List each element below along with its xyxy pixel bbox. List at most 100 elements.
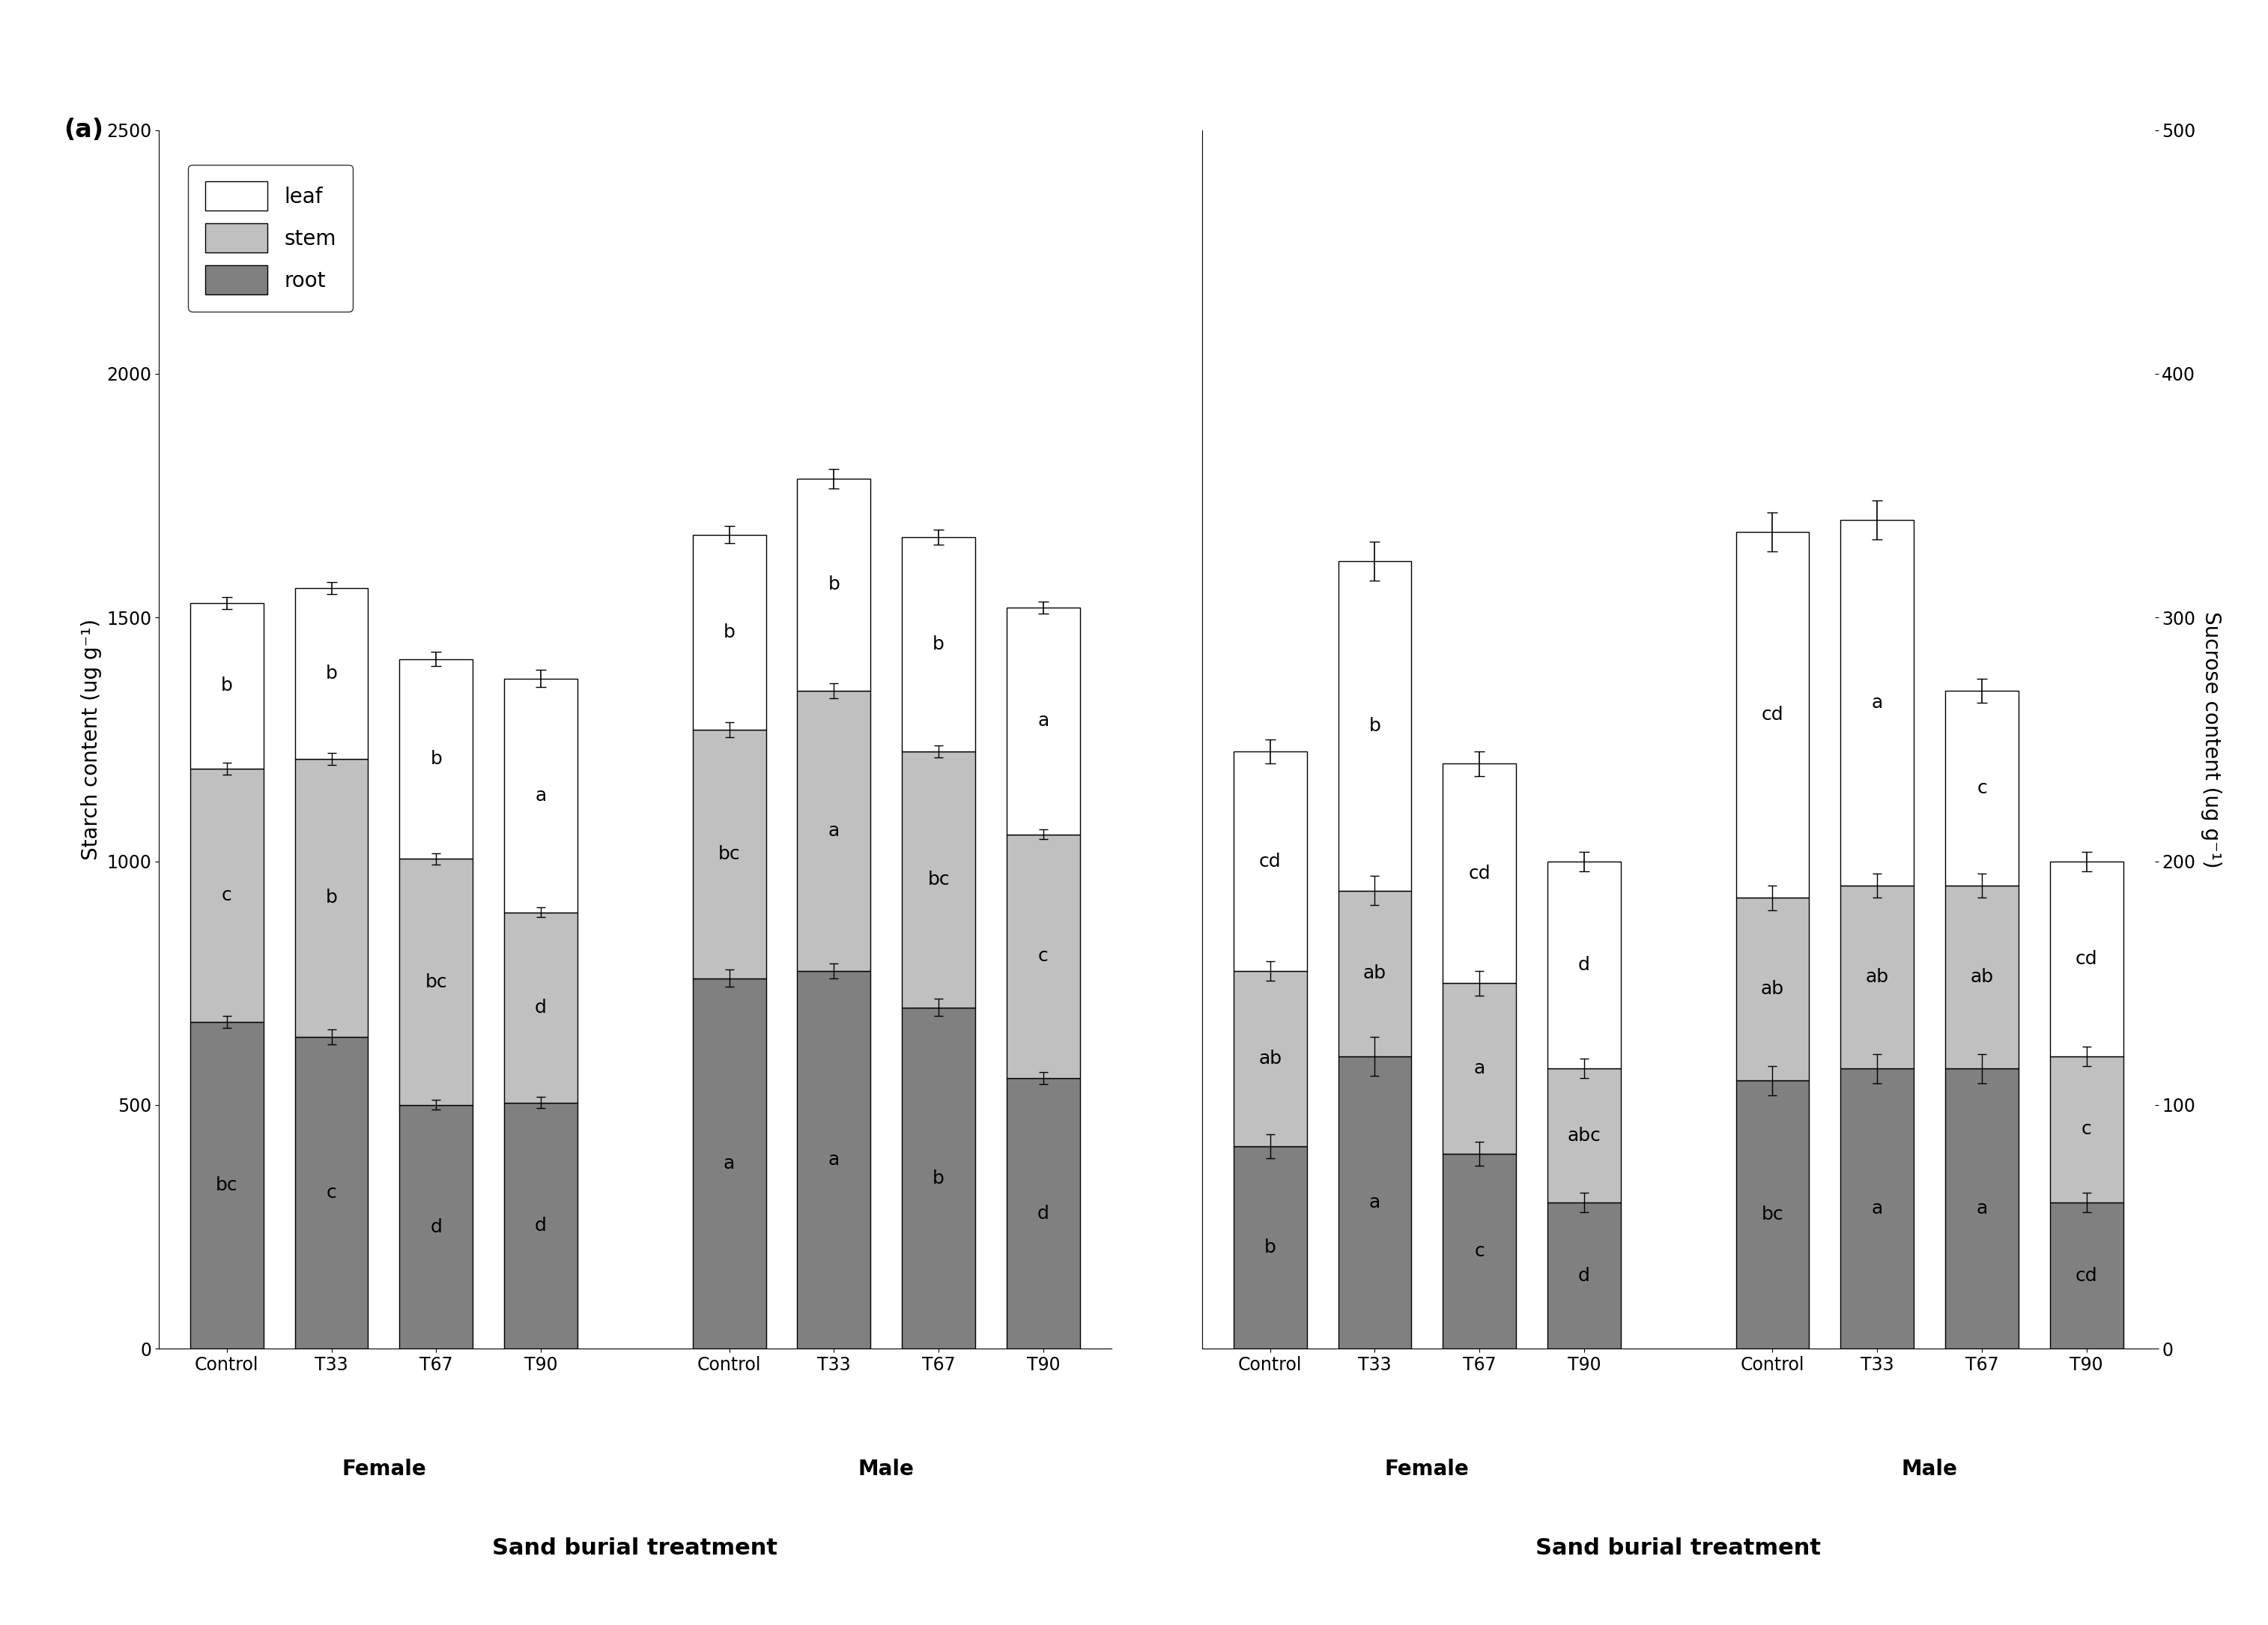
Text: b: b: [932, 1168, 943, 1188]
Bar: [503, 912, 578, 1102]
Text: c: c: [1474, 1242, 1486, 1261]
Text: Male: Male: [1901, 1459, 1957, 1479]
Text: b: b: [932, 635, 943, 653]
Text: bc: bc: [424, 973, 447, 991]
Bar: [1735, 531, 1810, 897]
Text: ab: ab: [1760, 980, 1785, 998]
Bar: [1946, 691, 2019, 886]
Bar: [692, 535, 767, 730]
Text: Male: Male: [857, 1459, 914, 1479]
Bar: [1338, 562, 1411, 891]
Bar: [2050, 1202, 2123, 1349]
Text: c: c: [2082, 1120, 2091, 1139]
Text: bc: bc: [215, 1176, 238, 1194]
Bar: [903, 536, 975, 751]
Text: ab: ab: [1867, 968, 1889, 986]
Text: b: b: [828, 575, 839, 593]
Text: Sand burial treatment: Sand burial treatment: [1535, 1537, 1821, 1560]
Text: cd: cd: [2075, 949, 2098, 968]
Bar: [1007, 835, 1080, 1079]
Bar: [692, 978, 767, 1349]
Bar: [295, 759, 367, 1037]
Bar: [1547, 861, 1622, 1069]
Y-axis label: Sucrose content (ug g⁻¹): Sucrose content (ug g⁻¹): [2200, 611, 2223, 868]
Text: a: a: [828, 822, 839, 840]
Text: d: d: [1579, 1266, 1590, 1285]
Text: b: b: [327, 889, 338, 907]
Bar: [503, 679, 578, 912]
Bar: [191, 603, 263, 769]
Text: d: d: [535, 998, 547, 1017]
Text: Female: Female: [1386, 1459, 1470, 1479]
Text: bc: bc: [928, 871, 950, 889]
Bar: [798, 970, 871, 1349]
Text: a: a: [1370, 1193, 1381, 1212]
Text: d: d: [535, 1217, 547, 1235]
Text: a: a: [1474, 1060, 1486, 1077]
Text: b: b: [220, 676, 234, 696]
Text: Sand burial treatment: Sand burial treatment: [492, 1537, 778, 1560]
Text: bc: bc: [1762, 1206, 1783, 1224]
Bar: [1842, 1069, 1914, 1349]
Text: c: c: [222, 886, 231, 905]
Text: cd: cd: [2075, 1266, 2098, 1285]
Text: a: a: [1975, 1199, 1987, 1217]
Text: b: b: [327, 665, 338, 682]
Text: a: a: [1036, 712, 1050, 730]
Text: ab: ab: [1259, 1050, 1281, 1068]
Bar: [1234, 970, 1306, 1147]
Text: b: b: [1263, 1238, 1277, 1256]
Text: d: d: [1036, 1204, 1050, 1222]
Bar: [295, 1037, 367, 1349]
Bar: [1842, 520, 1914, 886]
Text: d: d: [431, 1217, 442, 1237]
Text: cd: cd: [1762, 705, 1783, 725]
Bar: [503, 1102, 578, 1349]
Text: a: a: [535, 786, 547, 804]
Text: ab: ab: [1363, 964, 1386, 983]
Bar: [1338, 891, 1411, 1056]
Bar: [1735, 1081, 1810, 1349]
Text: b: b: [1370, 717, 1381, 734]
Bar: [191, 769, 263, 1022]
Bar: [399, 858, 472, 1105]
Bar: [903, 751, 975, 1008]
Text: b: b: [431, 749, 442, 769]
Text: c: c: [1039, 947, 1048, 965]
Bar: [191, 1022, 263, 1349]
Bar: [798, 478, 871, 691]
Text: bc: bc: [719, 845, 739, 863]
Bar: [1442, 1154, 1515, 1349]
Y-axis label: Starch content (ug g⁻¹): Starch content (ug g⁻¹): [82, 619, 102, 860]
Bar: [692, 730, 767, 978]
Text: b: b: [723, 622, 735, 642]
Bar: [1842, 886, 1914, 1069]
Bar: [1007, 1079, 1080, 1349]
Text: c: c: [327, 1183, 336, 1202]
Text: a: a: [1871, 694, 1882, 712]
Text: a: a: [1871, 1199, 1882, 1217]
Text: c: c: [1978, 778, 1987, 798]
Bar: [903, 1008, 975, 1349]
Bar: [1234, 1147, 1306, 1349]
Bar: [1338, 1056, 1411, 1349]
Bar: [1007, 608, 1080, 835]
Bar: [1442, 983, 1515, 1154]
Legend: leaf, stem, root: leaf, stem, root: [188, 164, 352, 312]
Text: cd: cd: [1467, 865, 1490, 882]
Bar: [1946, 886, 2019, 1069]
Text: a: a: [723, 1154, 735, 1173]
Bar: [399, 1105, 472, 1349]
Text: cd: cd: [1259, 852, 1281, 871]
Text: a: a: [828, 1150, 839, 1168]
Bar: [2050, 1056, 2123, 1202]
Bar: [295, 588, 367, 759]
Text: (a): (a): [64, 119, 104, 143]
Bar: [399, 660, 472, 858]
Bar: [1547, 1069, 1622, 1202]
Bar: [1946, 1069, 2019, 1349]
Bar: [798, 691, 871, 970]
Text: Female: Female: [342, 1459, 426, 1479]
Text: d: d: [1579, 955, 1590, 973]
Text: abc: abc: [1567, 1126, 1601, 1144]
